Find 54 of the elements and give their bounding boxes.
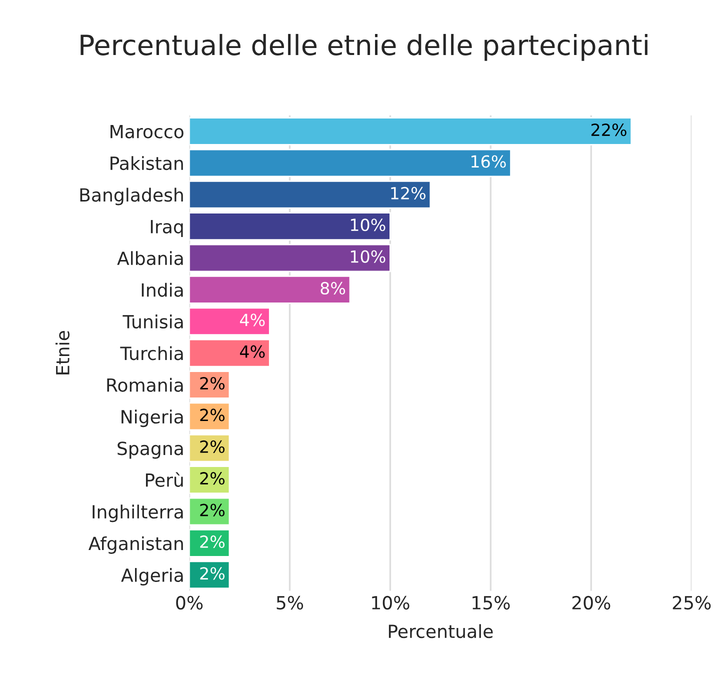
bar	[189, 180, 432, 209]
data-label: 4%	[240, 345, 265, 358]
bar	[189, 466, 230, 494]
y-tick-label: Albania	[117, 251, 183, 266]
data-label: 2%	[200, 408, 225, 422]
data-label: 16%	[472, 155, 506, 168]
y-tick-label: Inghilterra	[92, 504, 183, 522]
y-tick-label: Spagna	[118, 442, 183, 459]
data-label: 8%	[320, 282, 346, 295]
bar	[189, 117, 632, 146]
x-tick-label: 25%	[672, 596, 711, 610]
y-tick-label: Afganistan	[88, 536, 183, 554]
x-tick-label: 5%	[276, 596, 304, 610]
data-label: 2%	[200, 376, 225, 390]
bar	[189, 338, 270, 368]
data-label: 10%	[350, 250, 386, 263]
data-label: 2%	[200, 567, 225, 580]
x-tick-label: 0%	[176, 596, 203, 610]
data-label: 2%	[200, 440, 225, 453]
data-label: 12%	[391, 186, 426, 200]
y-tick-label: Iraq	[150, 220, 183, 237]
x-tick-label: 15%	[472, 596, 510, 610]
bar	[189, 560, 230, 590]
bar	[189, 434, 230, 462]
bar	[189, 212, 391, 240]
x-axis-title: Percentuale	[388, 624, 493, 638]
y-tick-label: Marocco	[110, 124, 184, 138]
data-label: 2%	[200, 504, 225, 516]
data-label: 4%	[240, 314, 265, 326]
bar	[189, 529, 230, 558]
bar	[189, 497, 230, 526]
y-tick-label: Turchia	[120, 346, 183, 360]
bar	[189, 276, 351, 304]
bar	[189, 370, 230, 399]
y-tick-label: Pakistan	[110, 156, 183, 170]
y-tick-label: Romania	[107, 378, 183, 392]
data-label: 22%	[591, 124, 626, 136]
x-tick-label: 20%	[572, 596, 610, 610]
y-tick-label: Nigeria	[122, 410, 183, 428]
x-tick-label: 10%	[372, 596, 410, 610]
y-tick-label: Algeria	[121, 568, 183, 586]
bar	[189, 148, 512, 178]
data-label: 2%	[200, 535, 225, 548]
bar	[189, 307, 270, 336]
y-tick-label: Tunisia	[122, 314, 183, 329]
y-tick-label: India	[142, 282, 183, 297]
y-tick-label: Perù	[146, 472, 183, 487]
bar	[189, 244, 391, 272]
y-tick-label: Bangladesh	[80, 188, 183, 206]
y-axis-title: Etnie	[56, 331, 70, 374]
data-label: 2%	[200, 472, 225, 485]
bar	[189, 402, 230, 431]
data-label: 10%	[350, 218, 386, 232]
chart-title: Percentuale delle etnie delle partecipanti	[80, 34, 648, 61]
